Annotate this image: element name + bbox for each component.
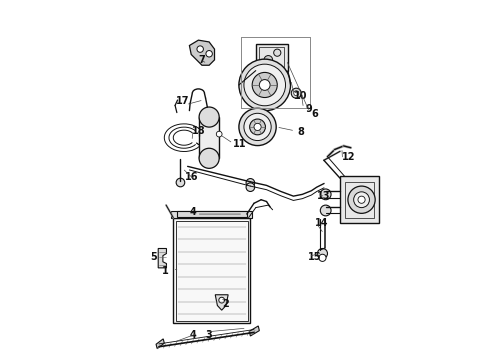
Circle shape (291, 88, 301, 98)
Text: 10: 10 (294, 91, 308, 101)
Bar (177, 211, 247, 217)
Bar (345, 182, 374, 218)
Text: 6: 6 (312, 109, 318, 119)
Text: 18: 18 (192, 126, 205, 135)
Bar (199, 117, 219, 158)
Circle shape (320, 205, 331, 216)
Circle shape (348, 186, 375, 213)
Circle shape (176, 178, 185, 187)
Bar (172, 211, 252, 218)
Text: 14: 14 (316, 218, 329, 228)
Circle shape (199, 148, 219, 168)
Polygon shape (156, 339, 164, 348)
Bar (176, 221, 247, 320)
Circle shape (259, 80, 270, 90)
Circle shape (219, 297, 224, 303)
Circle shape (244, 113, 271, 140)
Text: 5: 5 (150, 252, 157, 262)
Circle shape (294, 91, 299, 96)
Text: 11: 11 (233, 139, 246, 149)
Circle shape (197, 46, 203, 52)
Circle shape (358, 196, 365, 203)
Circle shape (216, 131, 222, 137)
Text: 16: 16 (184, 172, 198, 182)
Circle shape (354, 192, 369, 208)
Circle shape (320, 189, 331, 200)
Text: 9: 9 (305, 104, 312, 114)
Circle shape (318, 248, 327, 258)
Text: 12: 12 (342, 152, 356, 162)
Text: 2: 2 (222, 299, 229, 309)
Circle shape (206, 50, 212, 57)
Text: 13: 13 (317, 191, 331, 201)
Polygon shape (190, 40, 215, 65)
Circle shape (252, 72, 277, 98)
Bar (256, 44, 288, 71)
Polygon shape (158, 248, 167, 268)
Circle shape (246, 183, 255, 192)
Circle shape (274, 49, 281, 56)
Circle shape (246, 179, 255, 187)
Text: 15: 15 (308, 252, 321, 262)
Text: 4: 4 (190, 207, 196, 217)
Circle shape (254, 123, 261, 131)
Circle shape (239, 108, 276, 145)
Circle shape (199, 107, 219, 127)
Circle shape (244, 64, 286, 106)
Text: 17: 17 (175, 96, 189, 106)
Text: 1: 1 (162, 266, 169, 276)
Circle shape (264, 55, 272, 64)
Polygon shape (249, 326, 259, 336)
Circle shape (239, 59, 291, 111)
Polygon shape (215, 295, 228, 310)
Circle shape (319, 254, 326, 261)
Text: 7: 7 (198, 55, 205, 65)
Circle shape (250, 119, 266, 135)
Text: 3: 3 (205, 330, 212, 340)
Text: 4: 4 (190, 330, 196, 340)
Bar (173, 218, 250, 323)
Text: 8: 8 (297, 127, 304, 136)
Bar (340, 176, 379, 223)
Bar (259, 47, 285, 67)
